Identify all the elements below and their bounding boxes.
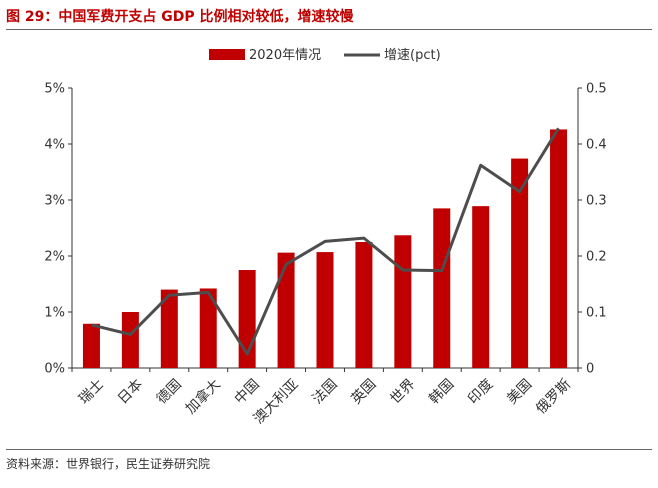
legend: 2020年情况 增速(pct) [209,48,441,63]
bar [82,323,100,368]
right-tick-label: 0.5 [586,82,607,97]
bar [160,289,178,368]
right-tick-label: 0.2 [586,250,607,265]
right-tick-label: 0 [586,362,594,377]
left-tick-label: 5% [44,82,65,97]
chart-title: 图 29：中国军费开支占 GDP 比例相对较低，增速较慢 [6,9,354,25]
category-label: 日本 [115,376,146,407]
bar [355,242,373,368]
right-tick-label: 0.3 [586,194,607,209]
category-label: 德国 [154,376,185,407]
right-tick-label: 0.1 [586,306,607,321]
category-label: 英国 [348,376,380,408]
bar [394,235,412,368]
left-tick-label: 1% [44,306,65,321]
legend-bar-label: 2020年情况 [249,48,321,63]
bar [121,312,139,368]
bar-series [82,129,568,368]
category-label: 韩国 [426,376,457,407]
category-label: 法国 [309,376,340,407]
footer-divider [6,449,652,450]
bar [199,288,217,368]
source-note: 资料来源：世界银行，民生证券研究院 [6,457,211,471]
left-tick-label: 4% [44,138,65,153]
left-tick-label: 0% [44,362,65,377]
bar [511,158,529,368]
line-series [91,127,560,356]
legend-bar-swatch [209,49,245,60]
bar [472,206,490,368]
bar [316,252,334,368]
title-divider [6,29,652,30]
category-label: 瑞士 [76,376,107,407]
category-label: 俄罗斯 [533,376,574,417]
left-tick-label: 3% [44,194,65,209]
category-label: 印度 [465,376,496,407]
right-tick-label: 0.4 [586,138,607,153]
bar [433,208,451,368]
legend-line-label: 增速(pct) [384,48,441,63]
bar [550,129,568,368]
chart: 2020年情况 增速(pct) 0% 1% 2% 3% 4% 5% 0 0.1 0.2 0.3 0.4… [44,48,607,428]
bar [277,252,295,368]
category-label: 世界 [387,376,418,407]
left-tick-label: 2% [44,250,65,265]
category-label: 加拿大 [182,376,224,418]
category-label: 中国 [232,376,263,407]
category-label: 美国 [504,376,535,407]
